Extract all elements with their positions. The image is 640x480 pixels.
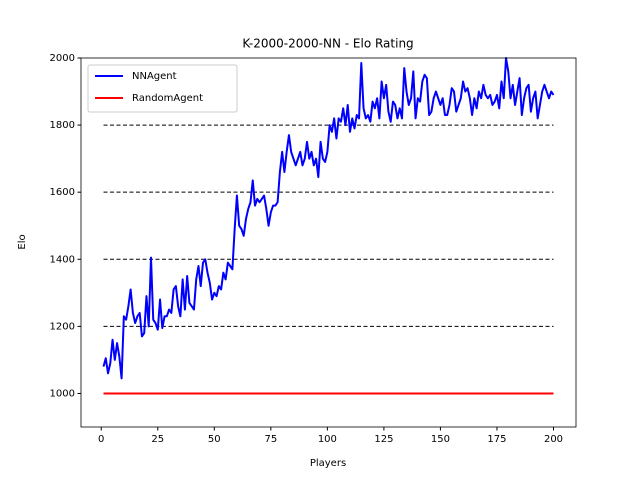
- line-series: [102, 57, 555, 380]
- x-tick-label: 150: [431, 434, 450, 445]
- x-tick-label: 50: [208, 434, 221, 445]
- x-tick-label: 175: [487, 434, 506, 445]
- x-tick-label: 125: [374, 434, 393, 445]
- y-tick-label: 1200: [50, 321, 75, 332]
- x-axis-label: Players: [310, 458, 346, 469]
- y-tick-label: 1600: [50, 187, 75, 198]
- chart-title: K-2000-2000-NN - Elo Rating: [242, 37, 413, 51]
- legend-label: RandomAgent: [132, 93, 203, 104]
- y-tick-label: 2000: [50, 53, 75, 64]
- y-tick-label: 1400: [50, 254, 75, 265]
- x-tick-label: 0: [98, 434, 104, 445]
- x-tick-label: 75: [264, 434, 277, 445]
- legend-label: NNAgent: [132, 71, 177, 82]
- y-tick-label: 1800: [50, 120, 75, 131]
- plot-frame: [80, 57, 577, 428]
- y-axis-label: Elo: [17, 234, 28, 249]
- x-tick-label: 100: [318, 434, 337, 445]
- x-tick-label: 25: [151, 434, 164, 445]
- legend-box: [87, 64, 238, 113]
- x-tick-label: 200: [544, 434, 563, 445]
- y-tick-label: 1000: [50, 388, 75, 399]
